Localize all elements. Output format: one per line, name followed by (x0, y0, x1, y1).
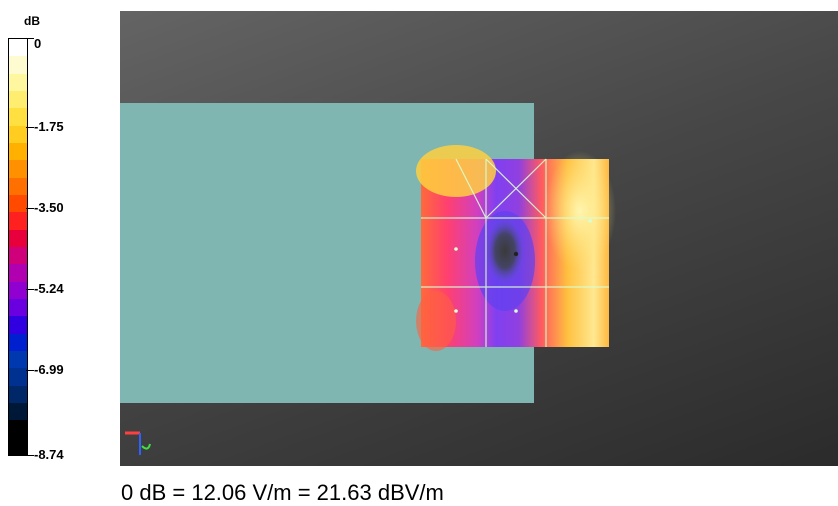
legend-swatch-8 (9, 177, 27, 195)
legend-swatch-3 (9, 90, 27, 109)
legend-tick (26, 38, 34, 39)
3d-field-view[interactable] (120, 11, 838, 466)
legend-color-bar (8, 38, 28, 456)
legend-swatch-10 (9, 212, 27, 230)
legend-swatch-15 (9, 298, 27, 317)
legend-label-2: -3.50 (34, 200, 64, 215)
field-distribution (416, 145, 616, 351)
legend-label-4: -6.99 (34, 362, 64, 377)
legend-swatch-14 (9, 281, 27, 299)
legend-swatch-5 (9, 125, 27, 143)
xyz-axis-triad-icon (125, 431, 151, 455)
legend-swatch-4 (9, 108, 27, 126)
legend-unit: dB (24, 14, 40, 28)
legend-swatch-18 (9, 350, 27, 369)
legend-tick (26, 208, 34, 209)
legend-swatch-16 (9, 316, 27, 334)
legend-swatch-20 (9, 385, 27, 403)
legend-tick (26, 289, 34, 290)
legend-swatch-2 (9, 73, 27, 91)
legend-swatch-23 (9, 437, 27, 455)
field-render (120, 103, 616, 455)
legend-label-3: -5.24 (34, 281, 64, 296)
legend-label-0: 0 (34, 36, 42, 51)
color-scale-legend: dB 0 -1.75 -3.50 -5.24 -6.99 -8.74 (0, 0, 110, 470)
legend-swatch-21 (9, 402, 27, 421)
legend-swatch-17 (9, 333, 27, 351)
legend-swatch-12 (9, 246, 27, 265)
legend-swatch-9 (9, 194, 27, 213)
legend-label-1: -1.75 (34, 119, 64, 134)
legend-tick (26, 455, 34, 456)
legend-label-5: -8.74 (34, 447, 64, 462)
legend-tick (26, 127, 34, 128)
legend-swatch-7 (9, 160, 27, 178)
legend-swatch-19 (9, 368, 27, 386)
reference-level-caption: 0 dB = 12.06 V/m = 21.63 dBV/m (121, 480, 444, 505)
legend-swatch-13 (9, 264, 27, 282)
legend-swatch-1 (9, 56, 27, 74)
legend-swatch-11 (9, 229, 27, 247)
legend-swatch-22 (9, 420, 27, 438)
legend-swatch-6 (9, 142, 27, 161)
legend-swatch-0 (9, 39, 27, 57)
legend-tick (26, 370, 34, 371)
